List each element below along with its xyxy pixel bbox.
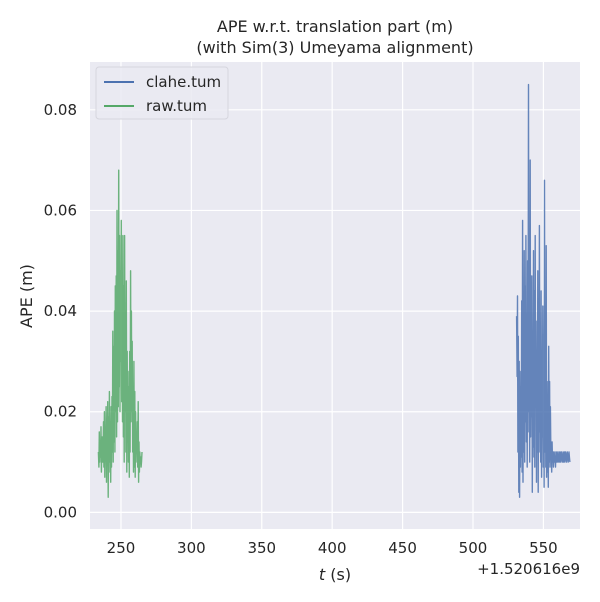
- x-tick-label: 450: [388, 539, 417, 557]
- grid-lines: [90, 62, 580, 529]
- tick-labels: 250 300 350 400 450 500 550 0.00 0.02 0.04 0.06 0.0…: [44, 101, 558, 557]
- x-axis-offset-label: +1.520616e9: [477, 560, 580, 578]
- x-tick-label: 550: [529, 539, 558, 557]
- y-tick-label: 0.06: [44, 201, 77, 219]
- x-tick-label: 250: [107, 539, 136, 557]
- y-axis-label: APE (m): [17, 264, 36, 328]
- x-tick-label: 400: [318, 539, 347, 557]
- x-axis-label: t (s): [319, 565, 351, 584]
- y-tick-label: 0.04: [44, 302, 77, 320]
- chart-title-line1: APE w.r.t. translation part (m): [217, 17, 453, 36]
- chart-title-line2: (with Sim(3) Umeyama alignment): [196, 38, 473, 57]
- legend-label-raw: raw.tum: [146, 97, 207, 115]
- series-line-raw: [97, 169, 143, 498]
- legend-label-clahe: clahe.tum: [146, 73, 221, 91]
- y-tick-label: 0.02: [44, 403, 77, 421]
- x-axis-label-var: t: [319, 565, 326, 584]
- series-layer: [97, 83, 571, 498]
- legend: clahe.tum raw.tum: [95, 66, 229, 120]
- y-tick-label: 0.00: [44, 503, 77, 521]
- y-tick-label: 0.08: [44, 101, 77, 119]
- plot-area: [90, 62, 580, 529]
- x-axis-label-unit: (s): [325, 565, 351, 584]
- series-line-clahe: [515, 83, 571, 498]
- x-tick-label: 500: [459, 539, 488, 557]
- x-tick-label: 350: [247, 539, 276, 557]
- x-tick-label: 300: [177, 539, 206, 557]
